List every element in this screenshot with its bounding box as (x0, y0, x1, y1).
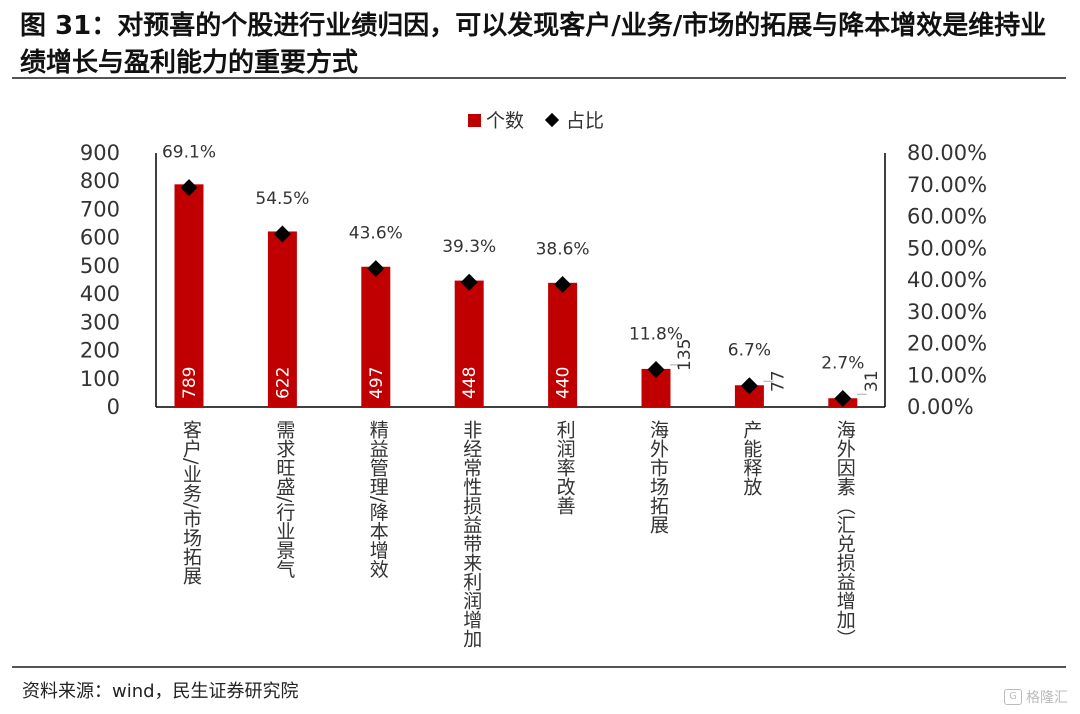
category-label: 海外市场拓展 (647, 420, 669, 534)
share-value-label: 6.7% (728, 341, 771, 361)
share-marker (273, 225, 291, 243)
right-tick-label: 0.00% (907, 395, 974, 419)
bar (548, 282, 578, 407)
category-label: 利润率改善 (554, 420, 576, 515)
legend-swatch-markers (544, 112, 560, 128)
watermark-text: 格隆汇 (1026, 690, 1068, 706)
bar-value-label: 440 (554, 367, 574, 399)
category-label: 客户/业务/市场拓展 (180, 420, 202, 585)
left-tick-label: 400 (80, 282, 120, 306)
share-marker (180, 179, 198, 197)
right-tick-label: 10.00% (907, 363, 987, 387)
left-tick-label: 300 (80, 310, 120, 334)
bar (454, 280, 484, 407)
left-tick-label: 800 (80, 169, 120, 193)
bar (267, 231, 297, 407)
category-label: 产能释放 (740, 420, 762, 496)
share-marker (554, 275, 572, 293)
left-tick-label: 900 (80, 141, 120, 165)
bar (734, 385, 764, 407)
left-tick-label: 200 (80, 339, 120, 363)
source-note: 资料来源：wind，民生证券研究院 (22, 681, 299, 702)
share-value-label: 39.3% (442, 237, 496, 257)
category-label: 海外因素（汇兑损益增加） (834, 420, 856, 648)
bar-value-label: 31 (862, 370, 882, 392)
right-tick-label: 70.00% (907, 173, 987, 197)
watermark: G 格隆汇 (1004, 687, 1068, 707)
share-marker (367, 260, 385, 278)
right-tick-label: 60.00% (907, 205, 987, 229)
share-value-label: 2.7% (821, 353, 864, 373)
bar (361, 266, 391, 407)
share-marker (460, 273, 478, 291)
share-value-label: 43.6% (349, 224, 403, 244)
left-tick-label: 500 (80, 254, 120, 278)
bar-value-label: 497 (367, 367, 387, 399)
bar-value-label: 622 (273, 367, 293, 399)
share-value-label: 54.5% (255, 189, 309, 209)
share-marker (740, 377, 758, 395)
left-tick-label: 0 (107, 395, 120, 419)
right-tick-label: 20.00% (907, 332, 987, 356)
share-marker (834, 389, 852, 407)
share-value-label: 11.8% (629, 325, 683, 345)
bar-value-label: 77 (768, 370, 788, 392)
right-tick-label: 30.00% (907, 300, 987, 324)
title-divider (12, 77, 1066, 79)
bar-value-label: 135 (675, 339, 695, 371)
left-tick-label: 100 (80, 367, 120, 391)
share-marker (647, 361, 665, 379)
bar-value-label: 789 (180, 367, 200, 399)
right-tick-label: 50.00% (907, 236, 987, 260)
left-tick-label: 700 (80, 197, 120, 221)
watermark-logo-icon: G (1004, 689, 1022, 705)
bar (174, 184, 204, 407)
figure-title: 图 31：对预喜的个股进行业绩归因，可以发现客户/业务/市场的拓展与降本增效是维… (20, 11, 1047, 78)
legend-swatch-bars (468, 114, 481, 127)
share-value-label: 69.1% (162, 143, 216, 163)
bar-value-label: 448 (460, 367, 480, 399)
category-label: 需求旺盛/行业景气 (273, 420, 295, 578)
footer-divider (12, 666, 1066, 668)
left-tick-label: 600 (80, 226, 120, 250)
legend-label-bars: 个数 (486, 110, 524, 132)
right-tick-label: 40.00% (907, 268, 987, 292)
category-label: 非经常性损益带来利润增加 (460, 420, 482, 648)
category-label: 精益管理/降本增效 (367, 420, 389, 579)
legend-label-markers: 占比 (566, 110, 604, 132)
right-tick-label: 80.00% (907, 141, 987, 165)
share-value-label: 38.6% (536, 239, 590, 259)
